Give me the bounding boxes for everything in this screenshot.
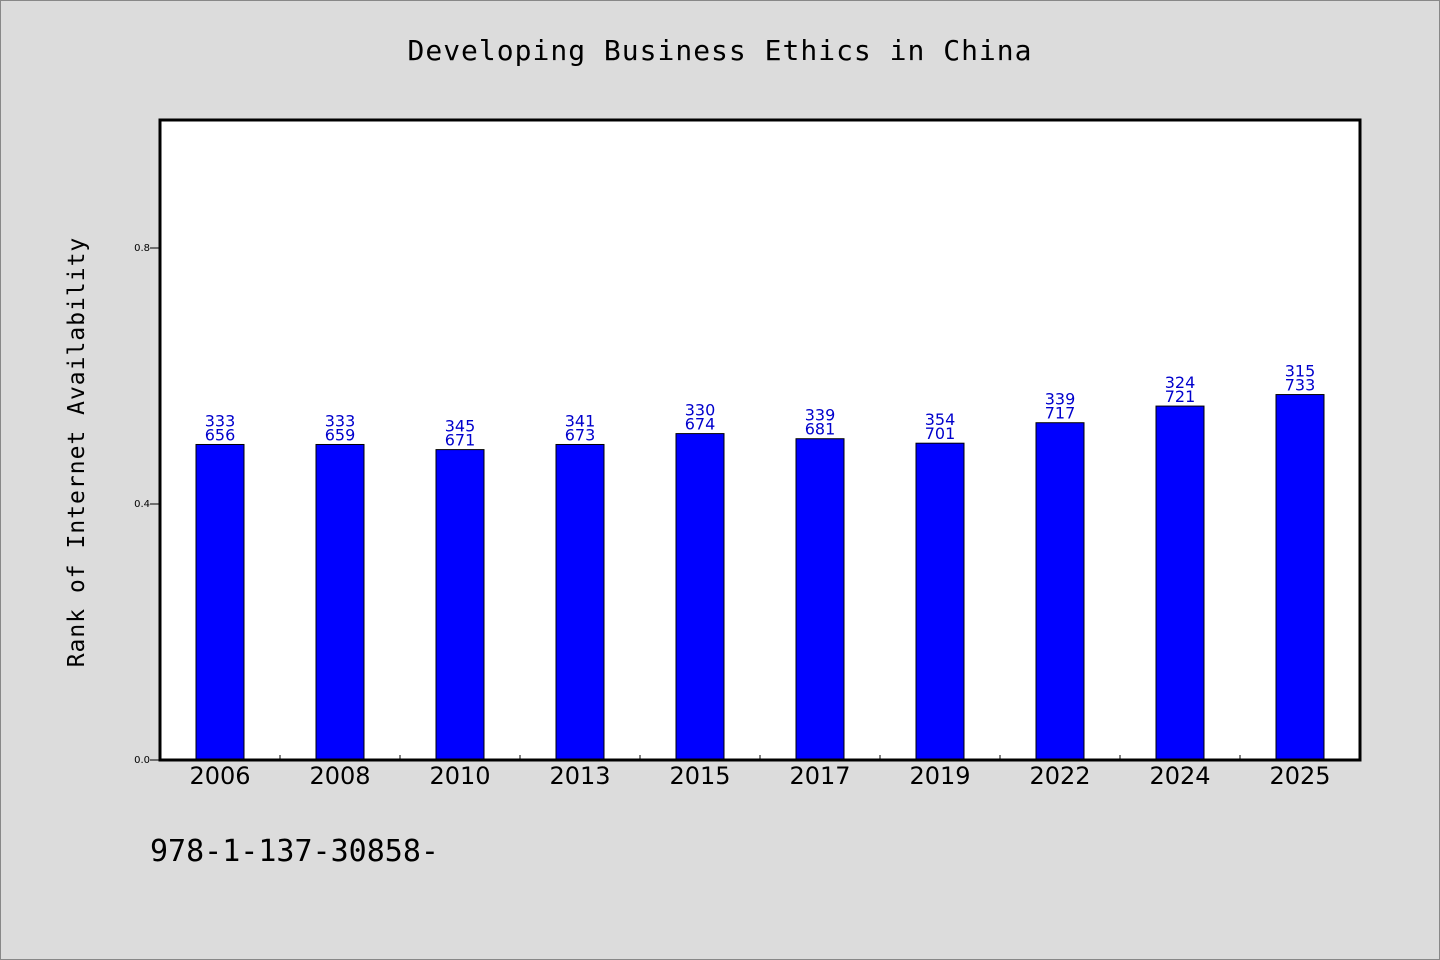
x-tick-label: 2017 xyxy=(789,762,850,790)
bar xyxy=(675,433,725,761)
bar-value-label: 733 xyxy=(1285,376,1316,395)
bar-value-label: 341 xyxy=(565,411,596,430)
bar xyxy=(315,443,365,761)
bar-value-label: 333 xyxy=(205,411,236,430)
y-tick-label: 0.8 xyxy=(134,243,150,254)
x-tick-label: 2010 xyxy=(429,762,490,790)
bar xyxy=(1275,394,1325,761)
x-tick-label: 2022 xyxy=(1029,762,1090,790)
bar-value-label: 671 xyxy=(445,431,476,450)
x-tick-label: 2013 xyxy=(549,762,610,790)
bar xyxy=(555,443,605,761)
bar-value-label: 333 xyxy=(325,411,356,430)
bar-value-label: 674 xyxy=(685,415,716,434)
bar-value-label: 701 xyxy=(925,424,956,443)
bar-value-label: 721 xyxy=(1165,387,1196,406)
bar-value-label: 354 xyxy=(925,410,956,429)
bar-value-label: 339 xyxy=(805,406,836,425)
bar-value-label: 339 xyxy=(1045,390,1076,409)
bar-value-label: 681 xyxy=(805,420,836,439)
bar xyxy=(435,449,485,761)
bar-value-label: 673 xyxy=(565,425,596,444)
x-tick-label: 2008 xyxy=(309,762,370,790)
x-tick-label: 2025 xyxy=(1269,762,1330,790)
x-tick-label: 2006 xyxy=(189,762,250,790)
chart-title: Developing Business Ethics in China xyxy=(407,34,1033,67)
x-tick-label: 2024 xyxy=(1149,762,1210,790)
y-tick-label: 0.0 xyxy=(134,755,150,766)
bar-value-label: 330 xyxy=(685,401,716,420)
bar-value-label: 659 xyxy=(325,425,356,444)
plot-border xyxy=(158,118,1362,762)
x-tick-label: 2015 xyxy=(669,762,730,790)
x-tick-label: 2019 xyxy=(909,762,970,790)
bar xyxy=(1155,405,1205,761)
bar-value-label: 717 xyxy=(1045,404,1076,423)
bar-value-label: 324 xyxy=(1165,373,1196,392)
bar-value-label: 315 xyxy=(1285,362,1316,381)
y-tick-label: 0.4 xyxy=(134,499,150,510)
bar xyxy=(195,443,245,761)
bar xyxy=(795,438,845,761)
bar xyxy=(1035,422,1085,761)
footer-code: 978-1-137-30858- xyxy=(150,834,439,869)
bar-value-label: 656 xyxy=(205,425,236,444)
bar xyxy=(915,442,965,761)
bar-value-label: 345 xyxy=(445,417,476,436)
